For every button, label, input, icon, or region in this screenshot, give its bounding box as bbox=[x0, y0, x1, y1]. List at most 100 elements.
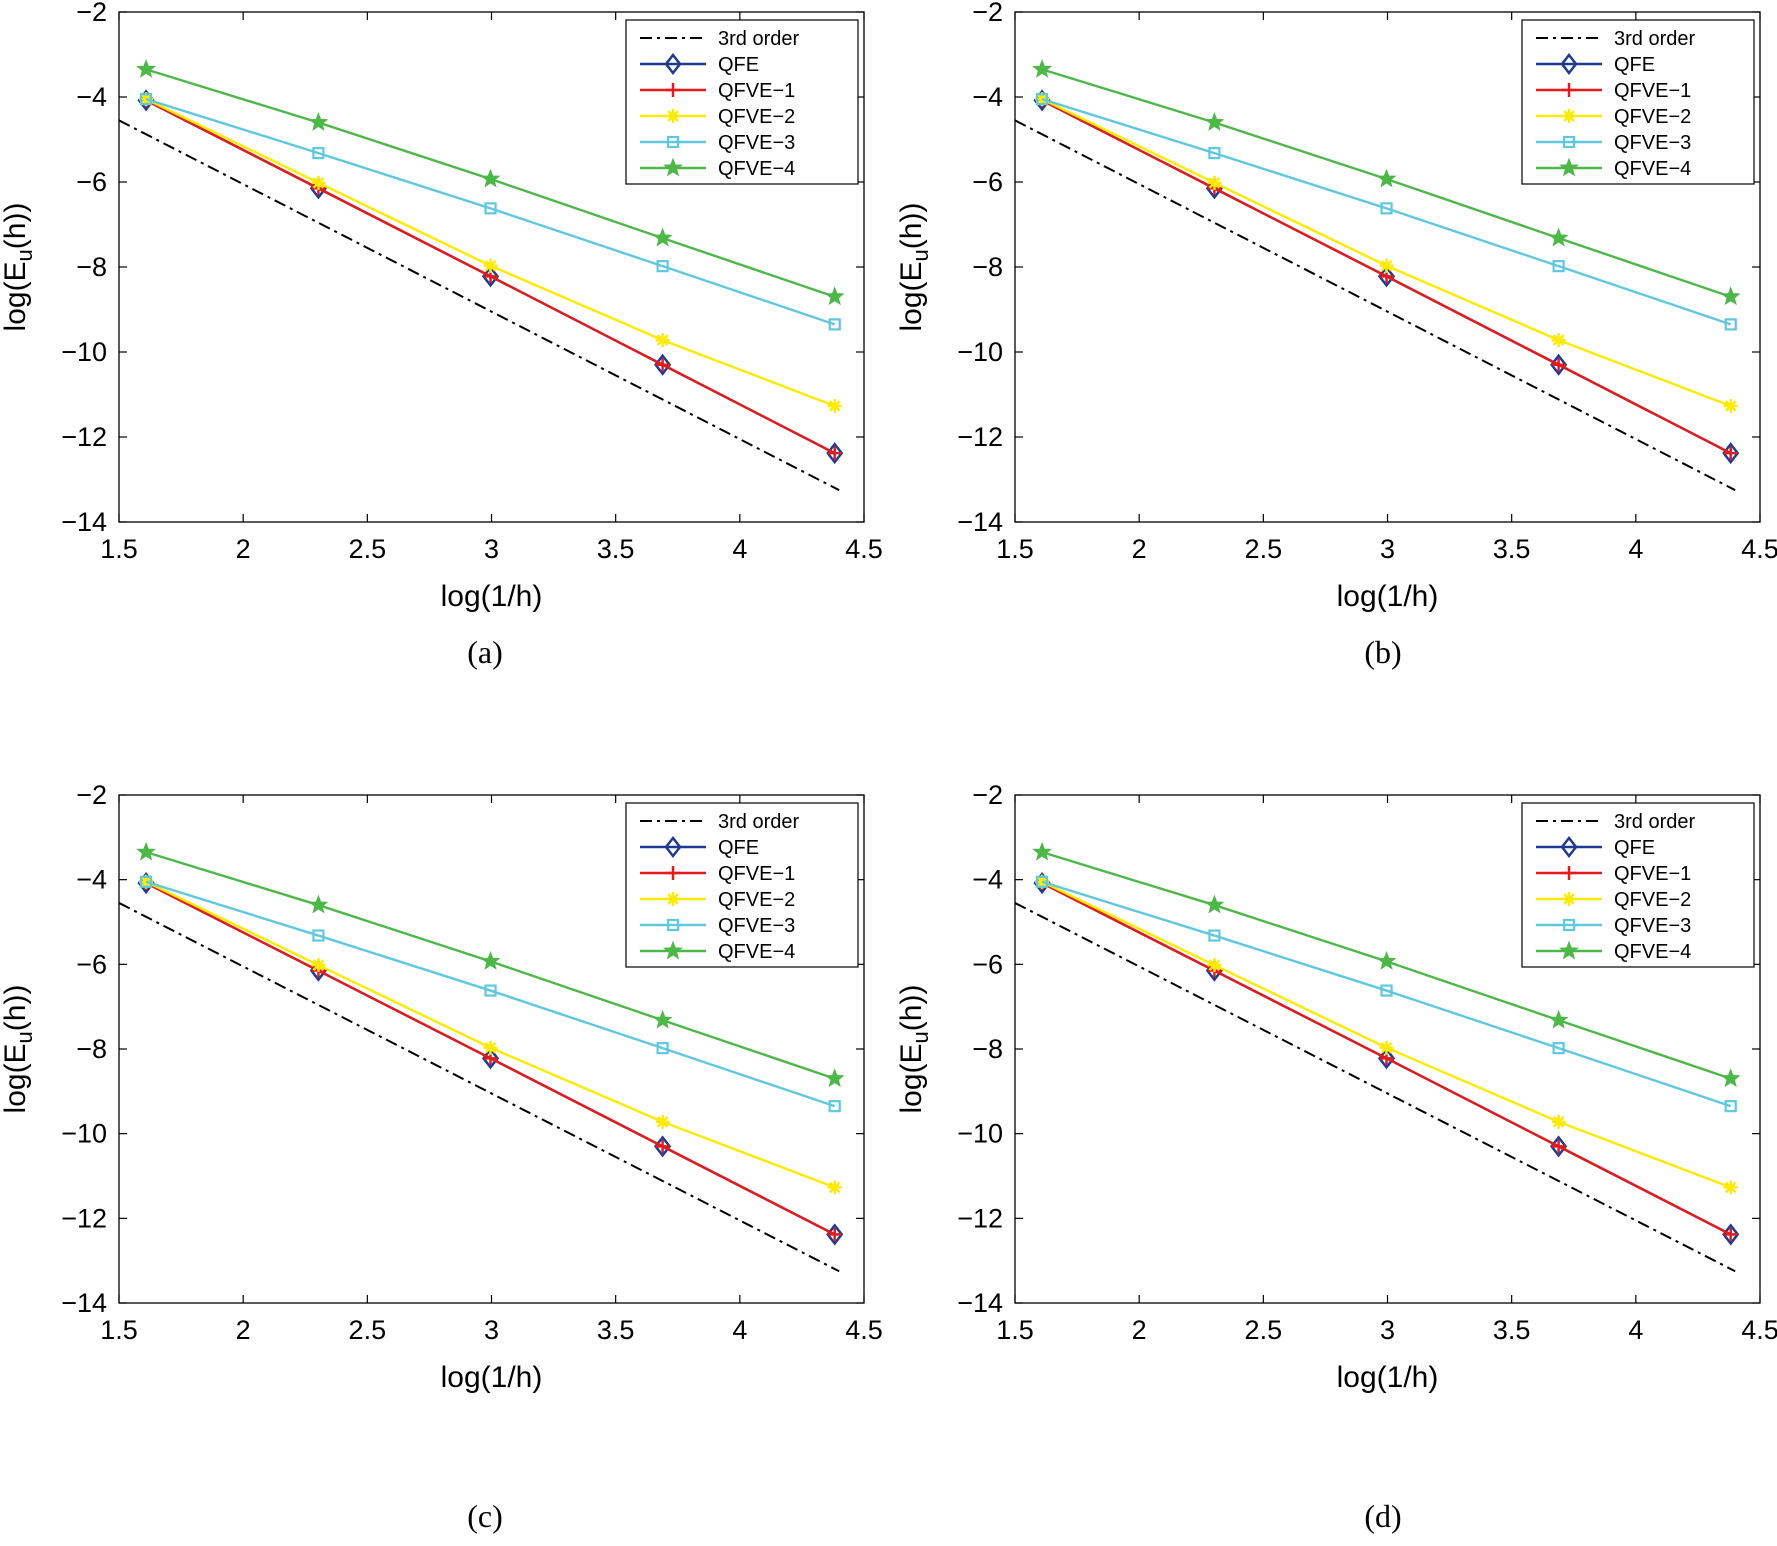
data-point-qfve-3 bbox=[1552, 260, 1565, 273]
x-tick-label: 2 bbox=[236, 1315, 251, 1345]
legend: 3rd order QFE QFVE−1 QFVE−2 QFVE−3 QFVE−4 bbox=[625, 802, 859, 968]
data-point-qfve-2 bbox=[1207, 958, 1222, 973]
data-point-qfve-4 bbox=[1032, 841, 1052, 861]
x-tick-label: 2 bbox=[1132, 1315, 1147, 1345]
y-tick-label: −8 bbox=[972, 252, 1003, 282]
x-tick-label: 4.5 bbox=[845, 1315, 883, 1345]
y-tick-label: −2 bbox=[76, 780, 107, 810]
y-tick-label: −12 bbox=[61, 1203, 107, 1233]
y-axis-title-prefix: log(E bbox=[895, 1043, 928, 1113]
data-point-qfve-2 bbox=[827, 398, 842, 413]
panel-caption: (a) bbox=[467, 634, 503, 670]
y-tick-label: −8 bbox=[76, 252, 107, 282]
y-tick-label: −12 bbox=[957, 1203, 1003, 1233]
legend-label-3rd-order: 3rd order bbox=[718, 28, 799, 50]
data-point-qfve-4 bbox=[1204, 112, 1225, 131]
y-tick-label: −2 bbox=[76, 0, 107, 27]
data-point-qfve-1 bbox=[827, 1227, 842, 1242]
y-axis-title-subscript: u bbox=[908, 1031, 933, 1043]
data-point-qfve-3 bbox=[484, 984, 497, 997]
data-point-qfve-4 bbox=[1720, 1068, 1741, 1088]
data-point-qfve-4 bbox=[308, 112, 329, 131]
y-tick-label: −12 bbox=[957, 422, 1003, 452]
data-point-qfve-3 bbox=[312, 929, 325, 942]
legend-label-qfve-3: QFVE−3 bbox=[718, 915, 795, 937]
legend-box bbox=[1521, 19, 1755, 185]
data-point-qfve-3 bbox=[1724, 1100, 1737, 1113]
data-point-qfve-4 bbox=[480, 168, 501, 188]
legend-label-qfve-4: QFVE−4 bbox=[1614, 158, 1691, 180]
x-tick-label: 3 bbox=[1380, 534, 1395, 564]
y-tick-label: −8 bbox=[76, 1034, 107, 1064]
data-point-qfve-2 bbox=[1551, 1114, 1566, 1129]
data-point-qfve-2 bbox=[483, 258, 498, 273]
data-point-qfve-3 bbox=[828, 318, 841, 331]
legend: 3rd order QFE QFVE−1 QFVE−2 QFVE−3 QFVE−4 bbox=[1521, 802, 1755, 968]
legend-label-3rd-order: 3rd order bbox=[1614, 811, 1695, 833]
data-point-qfve-4 bbox=[1376, 950, 1397, 970]
legend-label-3rd-order: 3rd order bbox=[1614, 28, 1695, 50]
data-point-qfve-3 bbox=[312, 147, 325, 160]
data-point-qfve-4 bbox=[1376, 168, 1397, 188]
legend-marker-qfve-4 bbox=[663, 940, 683, 960]
x-tick-label: 1.5 bbox=[996, 534, 1034, 564]
panel-caption: (c) bbox=[467, 1498, 503, 1534]
legend-label-qfve-2: QFVE−2 bbox=[718, 106, 795, 128]
x-tick-label: 2 bbox=[236, 534, 251, 564]
chart-panel-b: 1.5 2 2.5 3 3.5 4 4.5 −2 −4 −6 −8 −10 −12 −14 log(1/h)… bbox=[895, 0, 1777, 670]
legend-box bbox=[625, 802, 859, 968]
y-tick-label: −12 bbox=[61, 422, 107, 452]
y-axis-title: log(Eu(h)) bbox=[895, 203, 933, 332]
legend-label-qfve-4: QFVE−4 bbox=[718, 158, 795, 180]
x-axis-title: log(1/h) bbox=[441, 580, 543, 613]
legend-label-qfe: QFE bbox=[1614, 837, 1655, 859]
series-line-3rd-order bbox=[118, 119, 840, 492]
y-tick-label: −4 bbox=[76, 865, 107, 895]
y-tick-label: −4 bbox=[76, 82, 107, 112]
chart-panel-a: 1.5 2 2.5 3 3.5 4 4.5 −2 −4 −6 −8 −10 −12 −14 log(1/h)… bbox=[0, 0, 883, 670]
x-tick-label: 3.5 bbox=[597, 534, 635, 564]
x-tick-label: 2.5 bbox=[1245, 1315, 1283, 1345]
x-axis-title: log(1/h) bbox=[1337, 580, 1439, 613]
data-point-qfve-2 bbox=[1379, 258, 1394, 273]
data-point-qfve-4 bbox=[824, 286, 845, 306]
data-point-qfve-3 bbox=[828, 1100, 841, 1113]
data-point-qfve-3 bbox=[1208, 147, 1221, 160]
y-tick-label: −6 bbox=[972, 167, 1003, 197]
data-point-qfve-2 bbox=[1551, 333, 1566, 348]
x-tick-label: 3 bbox=[484, 534, 499, 564]
data-point-qfve-2 bbox=[311, 175, 326, 190]
legend-box bbox=[625, 19, 859, 185]
data-point-qfve-3 bbox=[1035, 93, 1049, 106]
y-tick-label: −4 bbox=[972, 865, 1003, 895]
data-point-qfve-1 bbox=[655, 357, 670, 372]
data-point-qfve-3 bbox=[1380, 202, 1393, 215]
y-tick-label: −14 bbox=[957, 1288, 1003, 1318]
data-point-qfve-3 bbox=[1380, 984, 1393, 997]
data-point-qfve-3 bbox=[139, 875, 153, 888]
legend-label-qfve-2: QFVE−2 bbox=[1614, 889, 1691, 911]
legend-marker-qfve-4 bbox=[1559, 940, 1579, 960]
y-axis-title-subscript: u bbox=[12, 1031, 37, 1043]
y-tick-label: −6 bbox=[972, 949, 1003, 979]
data-point-qfve-2 bbox=[827, 1180, 842, 1195]
data-point-qfve-4 bbox=[1548, 1009, 1569, 1029]
y-axis-title-prefix: log(E bbox=[0, 1043, 32, 1113]
legend-label-qfve-1: QFVE−1 bbox=[718, 80, 795, 102]
y-axis-title-suffix: (h)) bbox=[0, 203, 32, 250]
data-point-qfve-4 bbox=[1548, 227, 1569, 247]
data-point-qfve-2 bbox=[655, 333, 670, 348]
legend: 3rd order QFE QFVE−1 QFVE−2 QFVE−3 QFVE−4 bbox=[1521, 19, 1755, 185]
x-axis-title: log(1/h) bbox=[1337, 1361, 1439, 1394]
data-point-qfve-1 bbox=[655, 1139, 670, 1154]
data-point-qfve-3 bbox=[139, 93, 153, 106]
series-line-3rd-order bbox=[1014, 902, 1736, 1273]
data-point-qfve-2 bbox=[139, 92, 154, 107]
x-tick-label: 2.5 bbox=[349, 534, 387, 564]
legend-marker-qfe bbox=[664, 835, 682, 859]
legend-label-qfe: QFE bbox=[718, 54, 759, 76]
x-tick-label: 4 bbox=[732, 534, 747, 564]
series-line-qfve-3 bbox=[1041, 880, 1732, 1108]
x-tick-label: 3.5 bbox=[1493, 1315, 1531, 1345]
